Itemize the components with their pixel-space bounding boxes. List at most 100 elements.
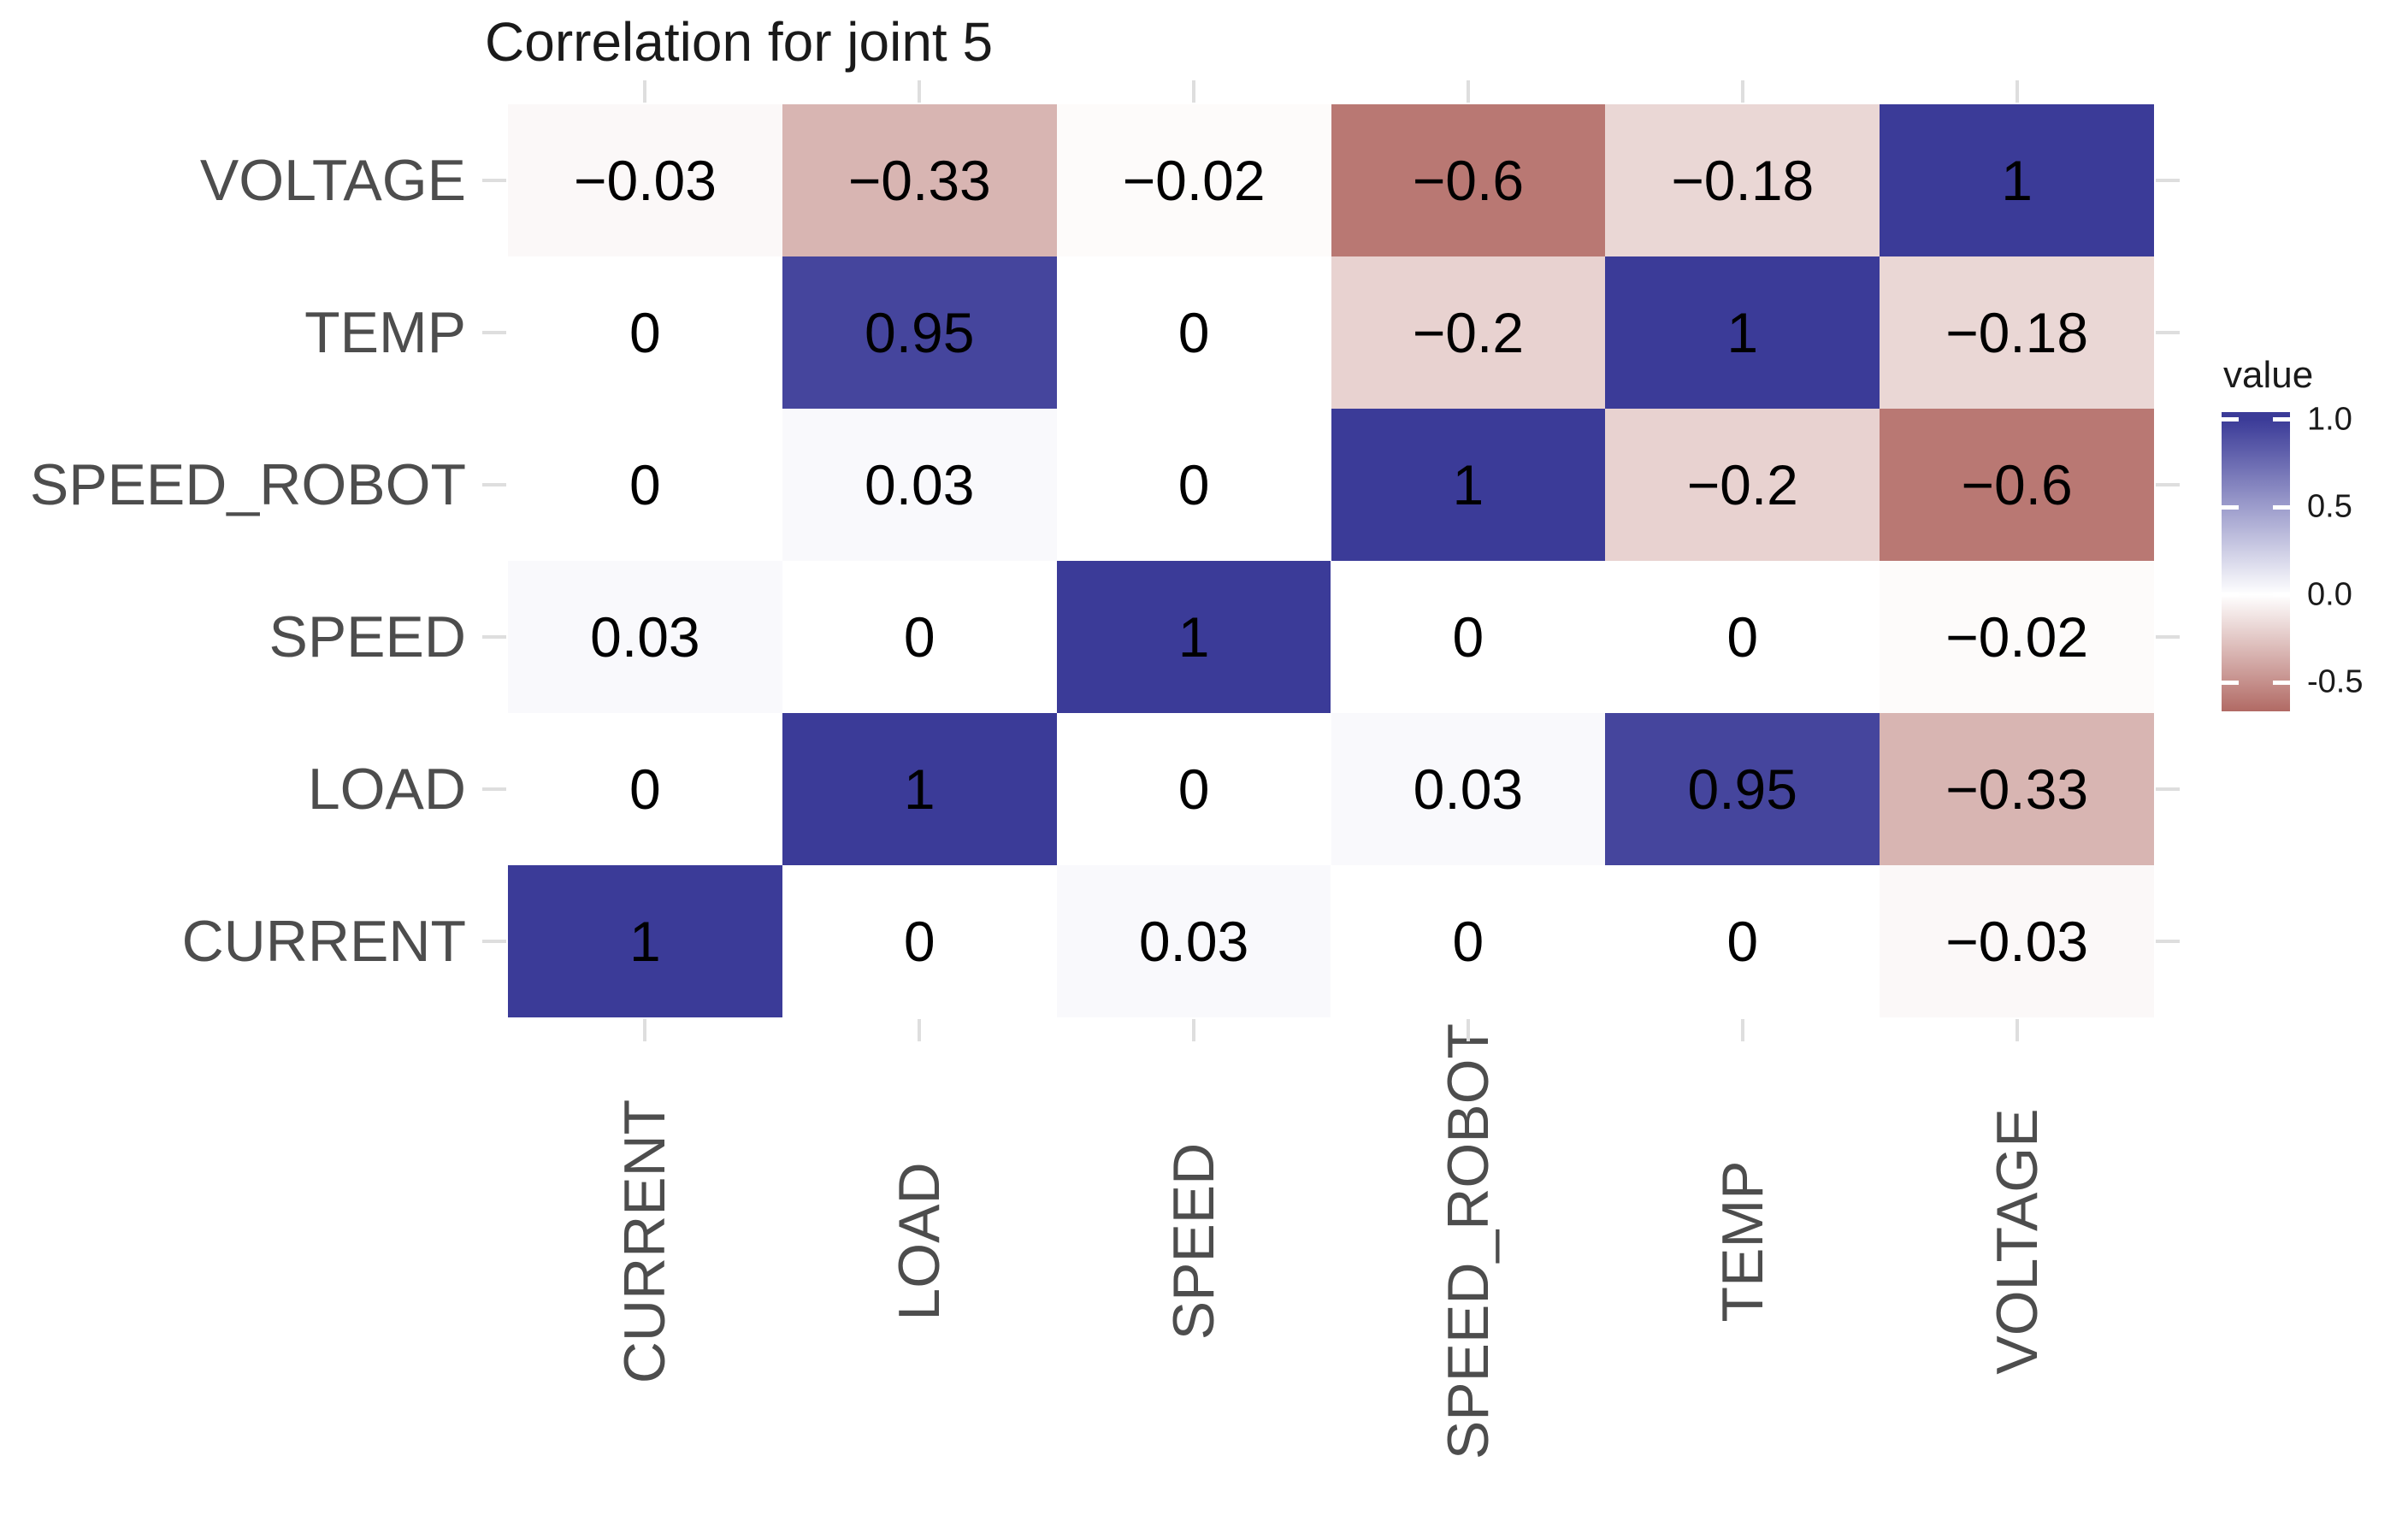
cell-value-label: 0 — [1452, 605, 1484, 669]
heatmap-cell: 0 — [1056, 409, 1331, 561]
heatmap-cell: −0.2 — [1605, 409, 1880, 561]
tick-mark — [1740, 80, 1744, 103]
tick-mark — [2156, 787, 2180, 791]
heatmap-cell: −0.6 — [1331, 104, 1606, 256]
tick-mark — [918, 1019, 922, 1041]
colorbar-notch — [2273, 680, 2290, 685]
cell-value-label: 0 — [1726, 605, 1759, 669]
heatmap-panel: −0.03 −0.33 −0.02 −0.6 −0.18 1 0 0.95 0 −0.2 1 −0.1… — [508, 104, 2154, 1017]
y-axis-label: LOAD — [307, 757, 466, 822]
heatmap-cell: 1 — [1056, 561, 1331, 713]
heatmap-cell: 0 — [508, 713, 782, 865]
heatmap-cell: 0.95 — [1605, 713, 1880, 865]
heatmap-cell: −0.03 — [508, 104, 782, 256]
cell-value-label: 1 — [903, 758, 935, 821]
cell-value-label: −0.02 — [1122, 149, 1266, 212]
cell-value-label: 0 — [1177, 301, 1210, 364]
tick-mark — [1466, 1019, 1470, 1041]
heatmap-cell: 0 — [1605, 865, 1880, 1017]
cell-value-label: −0.6 — [1961, 453, 2073, 516]
cell-value-label: −0.18 — [1671, 149, 1815, 212]
heatmap-cell: 1 — [1331, 409, 1606, 561]
y-axis-label: SPEED — [269, 604, 466, 669]
heatmap-cell: −0.33 — [1880, 713, 2154, 865]
x-axis-label: CURRENT — [612, 1099, 678, 1384]
tick-mark — [2156, 179, 2180, 182]
cell-value-label: 1 — [1452, 453, 1484, 516]
cell-value-label: 0 — [1177, 453, 1210, 516]
cell-value-label: 0.95 — [1687, 758, 1797, 821]
cell-value-label: 0.03 — [590, 605, 700, 669]
tick-mark — [1740, 1019, 1744, 1041]
heatmap-cell: 0.03 — [1331, 713, 1606, 865]
heatmap-cell: −0.2 — [1331, 256, 1606, 409]
heatmap-cell: 1 — [508, 865, 782, 1017]
heatmap-cell: −0.33 — [782, 104, 1057, 256]
colorbar-notch — [2222, 680, 2239, 685]
heatmap-cell: 0 — [1056, 713, 1331, 865]
tick-mark — [918, 80, 922, 103]
colorbar-notch — [2273, 417, 2290, 422]
cell-value-label: 0.95 — [865, 301, 975, 364]
legend-tick-label: 0.5 — [2307, 488, 2352, 525]
heatmap-cell: 0.95 — [782, 256, 1057, 409]
heatmap-cell: 0 — [1056, 256, 1331, 409]
cell-value-label: −0.18 — [1945, 301, 2089, 364]
tick-mark — [2156, 940, 2180, 943]
x-axis-label: TEMP — [1709, 1160, 1775, 1323]
cell-value-label: 0 — [629, 301, 661, 364]
legend-title: value — [2223, 354, 2314, 396]
legend-tick-label: 1.0 — [2307, 401, 2352, 438]
cell-value-label: 0 — [1726, 910, 1759, 973]
colorbar-notch — [2222, 417, 2239, 422]
colorbar-notch — [2222, 504, 2239, 510]
cell-value-label: −0.2 — [1686, 453, 1798, 516]
cell-value-label: 1 — [1726, 301, 1759, 364]
heatmap-cell: 1 — [1880, 104, 2154, 256]
colorbar-notch — [2273, 504, 2290, 510]
cell-value-label: −0.6 — [1412, 149, 1525, 212]
cell-value-label: 0.03 — [1138, 910, 1249, 973]
cell-value-label: −0.03 — [573, 149, 717, 212]
tick-mark — [1192, 1019, 1196, 1041]
heatmap-cell: 0 — [1331, 561, 1606, 713]
tick-mark — [482, 179, 506, 182]
tick-mark — [482, 787, 506, 791]
tick-mark — [482, 635, 506, 639]
cell-value-label: 0 — [1452, 910, 1484, 973]
cell-value-label: −0.03 — [1945, 910, 2089, 973]
x-axis-label: VOLTAGE — [1984, 1108, 2050, 1375]
cell-value-label: −0.02 — [1945, 605, 2089, 669]
cell-value-label: 0 — [629, 758, 661, 821]
tick-mark — [1466, 80, 1470, 103]
heatmap-cell: 1 — [782, 713, 1057, 865]
cell-value-label: 1 — [1177, 605, 1210, 669]
chart-title: Correlation for joint 5 — [485, 11, 994, 73]
cell-value-label: 0 — [629, 453, 661, 516]
heatmap-cell: −0.03 — [1880, 865, 2154, 1017]
heatmap-cell: 0 — [1605, 561, 1880, 713]
x-axis-label: LOAD — [887, 1162, 953, 1321]
tick-mark — [2015, 80, 2019, 103]
tick-mark — [2156, 635, 2180, 639]
heatmap-cell: 0 — [508, 409, 782, 561]
heatmap-cell: 0 — [508, 256, 782, 409]
tick-mark — [1192, 80, 1196, 103]
tick-mark — [482, 331, 506, 334]
cell-value-label: 0 — [903, 605, 935, 669]
heatmap-cell: 0.03 — [508, 561, 782, 713]
colorbar-notch — [2273, 592, 2290, 598]
cell-value-label: 0 — [1177, 758, 1210, 821]
heatmap-cell: 0 — [1331, 865, 1606, 1017]
tick-mark — [643, 80, 647, 103]
cell-value-label: −0.33 — [1945, 758, 2089, 821]
heatmap-cell: −0.18 — [1880, 256, 2154, 409]
cell-value-label: 1 — [2001, 149, 2033, 212]
tick-mark — [482, 483, 506, 486]
cell-value-label: 0.03 — [1413, 758, 1524, 821]
heatmap-cell: −0.02 — [1880, 561, 2154, 713]
heatmap-cell: −0.18 — [1605, 104, 1880, 256]
heatmap-cell: 0 — [782, 865, 1057, 1017]
x-axis-label: SPEED_ROBOT — [1435, 1023, 1501, 1460]
cell-value-label: 1 — [629, 910, 661, 973]
